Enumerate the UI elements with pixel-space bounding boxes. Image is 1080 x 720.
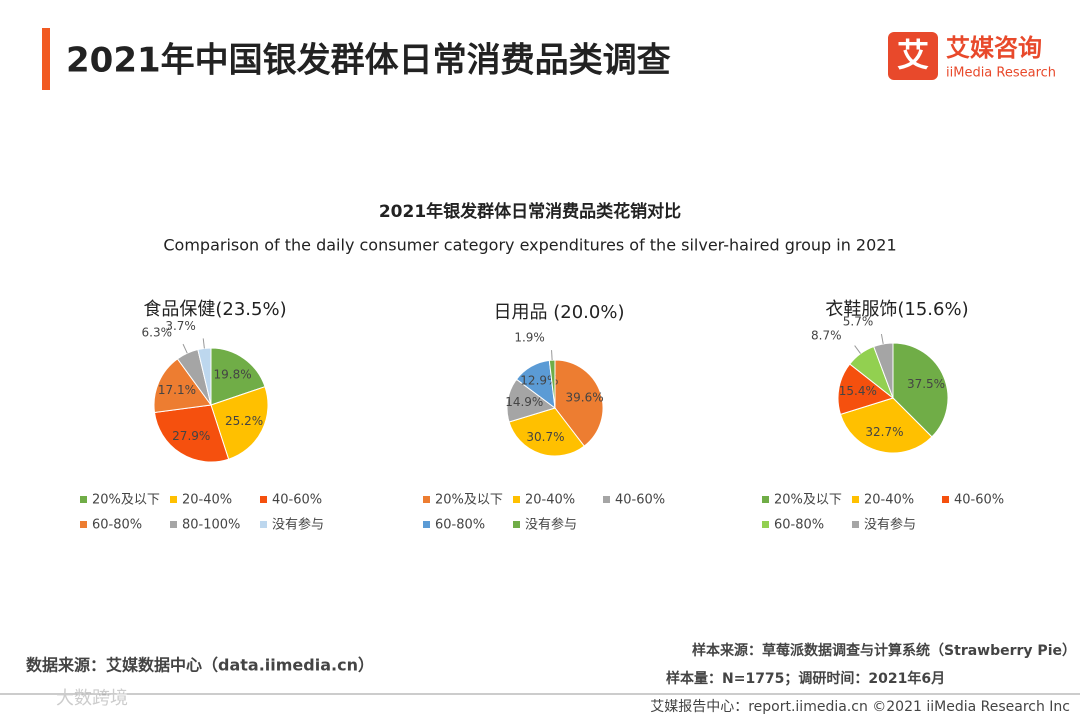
- title-bar: [42, 28, 50, 90]
- data-label: 37.5%: [907, 377, 945, 391]
- legend-label: 20%及以下: [774, 493, 842, 508]
- data-label: 8.7%: [811, 328, 842, 342]
- leader-line: [182, 343, 188, 354]
- sample-size: 样本量：N=1775；调研时间：2021年6月: [666, 670, 945, 687]
- pie-slice: [210, 347, 266, 406]
- data-label: 12.9%: [520, 373, 558, 387]
- figure-title: 2021年银发群体日常消费品类花销对比: [379, 201, 681, 222]
- legend-swatch: [170, 521, 177, 528]
- pie-slice: [839, 397, 933, 454]
- legend-swatch: [513, 496, 520, 503]
- legend-swatch: [762, 521, 769, 528]
- data-label: 19.8%: [214, 367, 252, 381]
- legend-label: 20%及以下: [435, 493, 503, 508]
- data-label: 3.7%: [165, 319, 196, 333]
- legend-label: 20-40%: [525, 493, 575, 508]
- leader-line: [854, 345, 861, 354]
- leader-line: [880, 333, 884, 344]
- report-center: 艾媒报告中心：report.iimedia.cn ©2021 iiMedia R…: [650, 699, 1070, 715]
- page-title: 2021年中国银发群体日常消费品类调查: [66, 41, 671, 81]
- legend-label: 20-40%: [864, 493, 914, 508]
- legend-label: 40-60%: [272, 493, 322, 508]
- pie-title: 食品保健(23.5%): [143, 299, 286, 320]
- legend-swatch: [423, 521, 430, 528]
- data-label: 39.6%: [565, 390, 603, 404]
- pie-slice: [153, 358, 212, 414]
- data-label: 6.3%: [142, 326, 173, 340]
- data-label: 27.9%: [172, 429, 210, 443]
- legend-label: 60-80%: [92, 518, 142, 533]
- legend-swatch: [942, 496, 949, 503]
- data-source: 数据来源：艾媒数据中心（data.iimedia.cn）: [26, 656, 374, 675]
- pie-slice: [210, 386, 269, 460]
- data-label: 25.2%: [225, 414, 263, 428]
- pie-slice: [892, 342, 949, 438]
- legend-label: 40-60%: [615, 493, 665, 508]
- leader-line: [202, 338, 205, 349]
- legend-swatch: [762, 496, 769, 503]
- legend-label: 60-80%: [435, 518, 485, 533]
- legend-swatch: [513, 521, 520, 528]
- logo-mark: 艾: [897, 36, 929, 74]
- data-label: 5.7%: [843, 315, 874, 329]
- legend-swatch: [170, 496, 177, 503]
- legend-swatch: [80, 496, 87, 503]
- legend-label: 60-80%: [774, 518, 824, 533]
- legend-label: 没有参与: [272, 517, 324, 533]
- legend-swatch: [852, 521, 859, 528]
- legend-swatch: [852, 496, 859, 503]
- pie-slice: [153, 404, 230, 463]
- data-label: 30.7%: [526, 430, 564, 444]
- legend-swatch: [260, 496, 267, 503]
- pie-slice: [548, 359, 556, 409]
- legend-label: 20-40%: [182, 493, 232, 508]
- pie-slice: [554, 359, 604, 447]
- logo-box: [888, 32, 938, 80]
- leader-line: [551, 350, 553, 361]
- sample-source: 样本来源：草莓派数据调查与计算系统（Strawberry Pie）: [692, 642, 1076, 659]
- legend-label: 没有参与: [525, 517, 577, 533]
- data-label: 17.1%: [158, 383, 196, 397]
- legend-swatch: [80, 521, 87, 528]
- figure-subtitle: Comparison of the daily consumer categor…: [163, 236, 896, 255]
- pie-title: 衣鞋服饰(15.6%): [825, 299, 968, 320]
- pie-slice: [837, 363, 895, 415]
- watermark: 大数跨境: [56, 688, 128, 709]
- data-label: 14.9%: [505, 395, 543, 409]
- pie-slice: [873, 342, 894, 399]
- legend-label: 40-60%: [954, 493, 1004, 508]
- legend-swatch: [423, 496, 430, 503]
- pie-title: 日用品 (20.0%): [494, 302, 625, 323]
- data-label: 32.7%: [865, 425, 903, 439]
- logo-sub: iiMedia Research: [946, 66, 1056, 81]
- legend-label: 80-100%: [182, 518, 240, 533]
- data-label: 15.4%: [839, 384, 877, 398]
- legend-label: 20%及以下: [92, 493, 160, 508]
- legend-swatch: [603, 496, 610, 503]
- legend-label: 没有参与: [864, 517, 916, 533]
- data-label: 1.9%: [514, 331, 545, 345]
- legend-swatch: [260, 521, 267, 528]
- logo-name: 艾媒咨询: [946, 34, 1042, 62]
- pie-slice: [508, 407, 585, 457]
